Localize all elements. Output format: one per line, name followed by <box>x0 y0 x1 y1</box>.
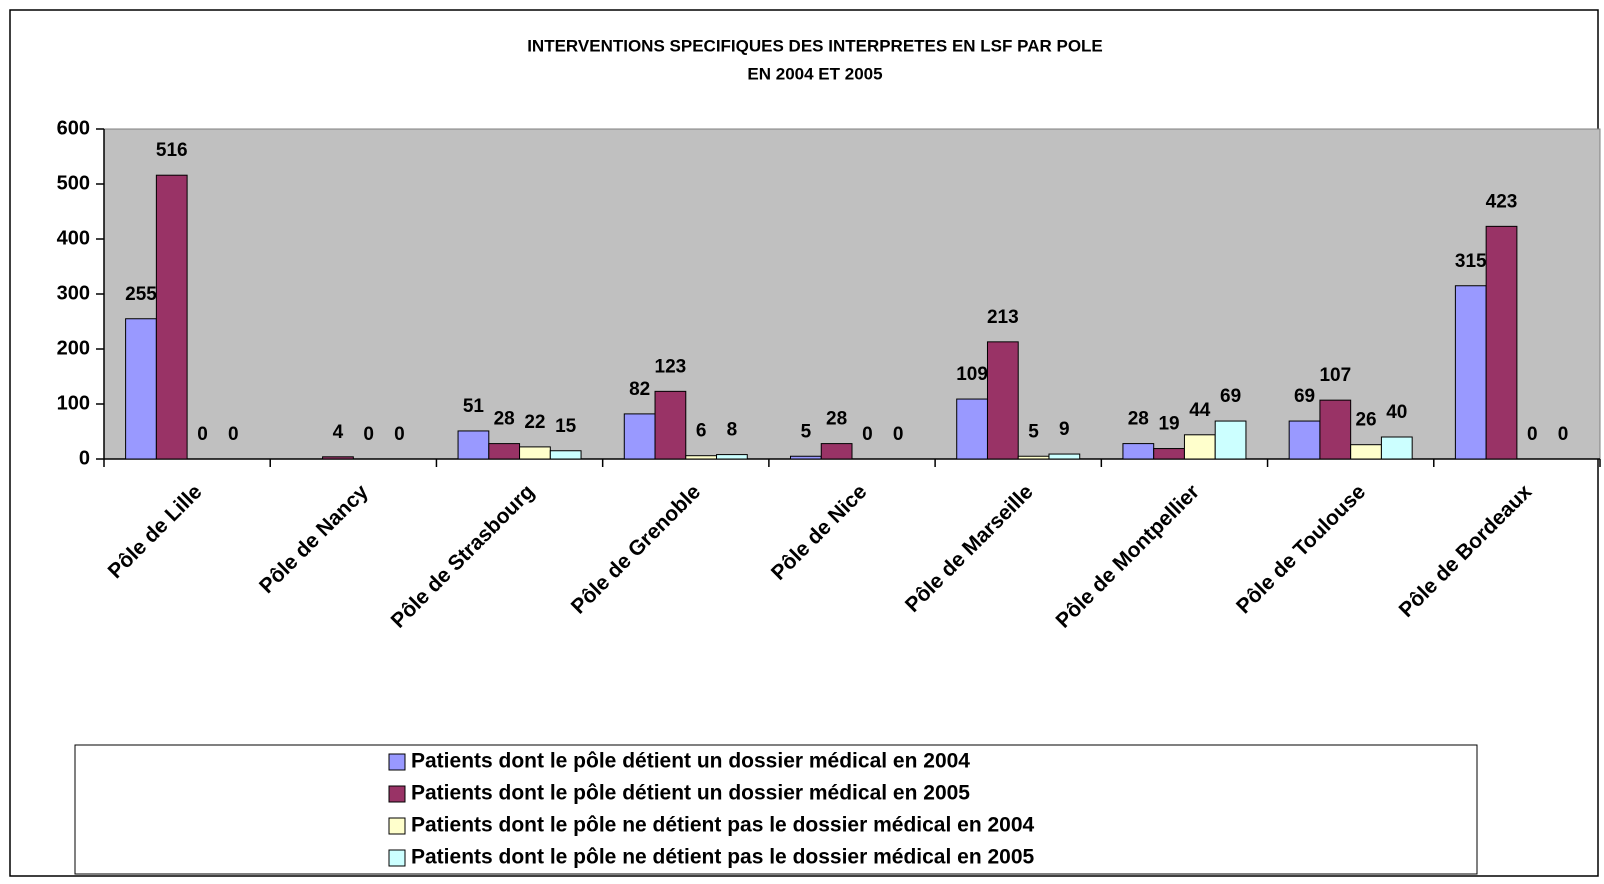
value-label: 213 <box>987 307 1019 328</box>
value-label: 5 <box>801 421 812 442</box>
bar <box>716 454 748 460</box>
value-label: 516 <box>156 140 188 161</box>
value-label: 0 <box>228 424 239 445</box>
chart-subtitle: EN 2004 ET 2005 <box>747 64 882 83</box>
bar <box>125 318 157 460</box>
bar <box>1214 420 1247 460</box>
bar <box>155 174 188 460</box>
bar <box>1153 448 1185 460</box>
y-tick-label: 100 <box>57 392 90 414</box>
value-label: 6 <box>696 421 707 442</box>
y-tick-label: 400 <box>57 227 90 249</box>
bar <box>1122 443 1155 460</box>
value-label: 0 <box>1527 424 1538 445</box>
bar <box>654 390 687 460</box>
value-label: 0 <box>394 424 405 445</box>
bar <box>986 341 1019 460</box>
value-label: 26 <box>1355 410 1376 431</box>
legend-swatch <box>388 785 406 803</box>
bar <box>457 430 490 460</box>
value-label: 15 <box>555 416 577 437</box>
legend-swatch <box>388 753 406 771</box>
value-label: 423 <box>1486 191 1518 212</box>
value-label: 4 <box>333 422 344 443</box>
bar <box>519 446 551 460</box>
bar <box>956 398 988 460</box>
bar <box>488 443 521 460</box>
y-tick-label: 300 <box>57 282 90 304</box>
legend-label: Patients dont le pôle ne détient pas le … <box>411 846 1035 869</box>
y-tick-label: 600 <box>57 117 90 139</box>
value-label: 22 <box>524 412 545 433</box>
value-label: 109 <box>956 364 988 385</box>
bar <box>1288 420 1321 460</box>
value-label: 0 <box>893 424 904 445</box>
bar <box>1380 436 1413 460</box>
value-label: 315 <box>1455 251 1487 272</box>
value-label: 0 <box>862 424 873 445</box>
legend-label: Patients dont le pôle détient un dossier… <box>411 750 970 773</box>
value-label: 28 <box>826 409 847 430</box>
bar <box>322 456 354 460</box>
bar <box>1183 434 1216 460</box>
bar <box>1319 399 1352 460</box>
value-label: 123 <box>655 356 687 377</box>
bar <box>1048 453 1081 460</box>
y-tick-label: 500 <box>57 172 90 194</box>
y-tick-label: 0 <box>79 447 90 469</box>
legend-label: Patients dont le pôle détient un dossier… <box>411 782 970 805</box>
value-label: 19 <box>1158 414 1179 435</box>
value-label: 69 <box>1294 386 1315 407</box>
value-label: 8 <box>727 420 738 441</box>
value-label: 69 <box>1220 386 1241 407</box>
y-tick-label: 200 <box>57 337 90 359</box>
legend-swatch <box>388 817 406 835</box>
value-label: 5 <box>1028 421 1039 442</box>
legend-label: Patients dont le pôle ne détient pas le … <box>411 814 1035 837</box>
value-label: 0 <box>197 424 208 445</box>
bar <box>685 455 718 460</box>
bar <box>623 413 656 460</box>
chart-title: INTERVENTIONS SPECIFIQUES DES INTERPRETE… <box>527 36 1103 55</box>
value-label: 51 <box>463 396 485 417</box>
bar <box>1485 225 1518 460</box>
bar <box>1454 285 1487 460</box>
value-label: 28 <box>1128 409 1149 430</box>
value-label: 0 <box>363 424 374 445</box>
bar <box>549 450 582 460</box>
value-label: 44 <box>1189 400 1211 421</box>
legend-swatch <box>388 849 406 867</box>
bar <box>1350 444 1382 460</box>
value-label: 9 <box>1059 419 1070 440</box>
value-label: 107 <box>1319 365 1351 386</box>
value-label: 0 <box>1558 424 1569 445</box>
value-label: 255 <box>125 284 157 305</box>
bar <box>789 455 822 460</box>
bar <box>820 443 853 460</box>
bar <box>1017 455 1050 460</box>
value-label: 82 <box>629 379 650 400</box>
value-label: 28 <box>494 409 515 430</box>
legend-box <box>74 744 1478 875</box>
value-label: 40 <box>1386 402 1407 423</box>
